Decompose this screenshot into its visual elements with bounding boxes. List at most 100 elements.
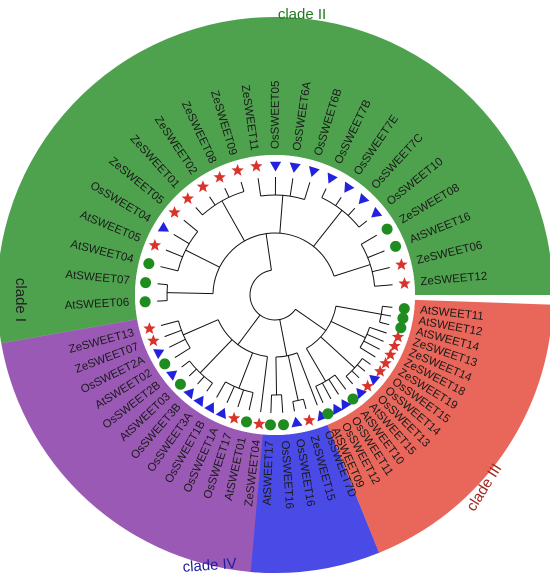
triangle-marker [291, 416, 303, 428]
triangle-marker [269, 161, 282, 172]
leaf-branch [321, 188, 327, 198]
tree-branches [157, 176, 393, 413]
star-marker [391, 330, 405, 343]
leaf-branch [366, 333, 384, 342]
triangle-marker [289, 162, 301, 173]
leaf-branch [164, 329, 182, 338]
star-marker [250, 159, 263, 172]
leaf-branch [292, 401, 295, 412]
leaf-branch [183, 219, 199, 232]
leaf-branch [173, 233, 190, 245]
subclade-arc [315, 374, 336, 387]
subclade-branch [183, 319, 219, 336]
leaf-branch [362, 358, 371, 365]
leaf-branch [358, 220, 368, 228]
leaf-branch [351, 370, 360, 379]
triangle-marker [333, 403, 344, 416]
triangle-marker [358, 193, 370, 205]
star-marker [361, 379, 374, 392]
leaf-branch [360, 234, 378, 245]
star-marker [379, 356, 392, 369]
star-marker [384, 348, 397, 361]
star-marker [398, 277, 411, 289]
clade-branch [237, 314, 261, 345]
subclade-branch [167, 292, 214, 295]
subclade-arc [345, 358, 363, 377]
clade-ii-sector [0, 17, 550, 344]
clade-branch [295, 308, 327, 331]
leaf-branch [169, 338, 186, 348]
subclade-arc [321, 197, 360, 228]
circle-marker [390, 240, 402, 252]
leaf-branch [165, 249, 183, 258]
triangle-marker [344, 181, 355, 193]
circle-marker [381, 223, 393, 235]
leaf-branch [160, 320, 179, 327]
leaf-label: AtSWEET06 [64, 297, 129, 312]
leaf-branch [240, 181, 245, 192]
leaf-branch [209, 196, 216, 206]
leaf-branch [157, 283, 168, 286]
triangle-marker [327, 172, 338, 184]
leaf-branch [328, 379, 339, 395]
subclade-branch [287, 355, 299, 401]
clade-iv-sector [250, 424, 380, 573]
leaf-branch [347, 207, 356, 216]
subclade-branch [238, 352, 254, 389]
star-marker [395, 258, 408, 270]
leaf-branch [335, 197, 342, 206]
triangle-marker [371, 206, 383, 218]
star-marker [213, 170, 226, 183]
triangle-marker [157, 221, 170, 232]
circle-marker [264, 419, 276, 431]
leaf-branch [315, 386, 324, 404]
triangle-marker [183, 388, 194, 400]
leaf-branch [216, 381, 226, 398]
star-marker [148, 238, 162, 251]
leaf-branch [260, 402, 263, 413]
subclade-branch [333, 264, 371, 277]
triangle-marker [204, 402, 214, 414]
leaf-branch [174, 347, 191, 358]
leaf-branch [157, 300, 168, 302]
subclade-arc [292, 398, 304, 403]
subclade-arc [359, 327, 371, 348]
clade-iv-label: clade IV [182, 555, 237, 576]
star-marker [388, 339, 401, 352]
leaf-branch [374, 284, 393, 287]
subclade-branch [279, 195, 284, 234]
leaf-branch [359, 347, 376, 358]
clade-i-sector [1, 319, 275, 573]
circle-marker [278, 419, 290, 431]
leaf-branch [304, 182, 311, 200]
subclade-branch [330, 321, 366, 339]
leaf-branch [181, 360, 190, 368]
star-marker [227, 411, 241, 424]
leaf-label: AtSWEET17 [262, 441, 276, 506]
star-marker [231, 163, 244, 176]
triangle-marker [193, 395, 204, 407]
clade-branch [279, 319, 288, 356]
triangle-marker [369, 374, 381, 386]
leaf-branch [381, 313, 392, 317]
subclade-branch [320, 336, 356, 369]
subclade-arc [177, 320, 191, 349]
leaf-label: OsSWEET05 [270, 81, 282, 149]
circle-marker [347, 393, 359, 405]
subclade-branch [221, 200, 245, 242]
leaf-branch [257, 178, 262, 197]
subclade-branch [296, 352, 312, 389]
leaf-label: OsSWEET16 [279, 440, 295, 509]
leaf-branch [369, 326, 387, 334]
leaf-branch [321, 382, 332, 400]
subclade-branch [305, 348, 327, 382]
subclade-arc [189, 360, 213, 384]
leaf-branch [188, 368, 197, 377]
leaf-branch [160, 266, 179, 272]
circle-marker [397, 312, 409, 324]
leaf-branch [224, 188, 230, 198]
leaf-branch [379, 321, 390, 326]
circle-marker [139, 296, 151, 308]
leaf-branch [226, 386, 235, 404]
